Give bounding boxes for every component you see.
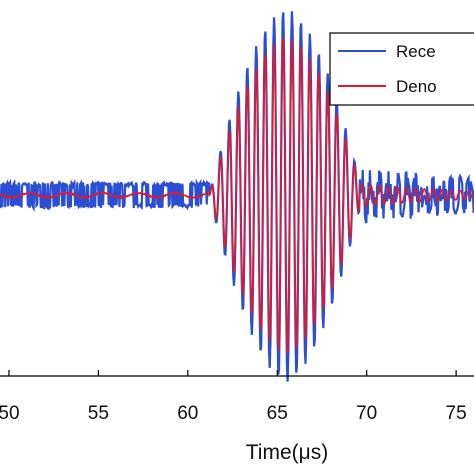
legend: Rece Deno: [329, 32, 474, 106]
x-axis-label: Time(μs): [246, 441, 328, 464]
x-tick-label: 60: [177, 403, 198, 424]
x-tick-label: 70: [356, 403, 377, 424]
x-tick-label: 50: [0, 403, 20, 424]
legend-box: [329, 32, 474, 106]
legend-label-deno: Deno: [396, 77, 437, 96]
legend-label-rece: Rece: [396, 42, 436, 61]
x-tick-label: 65: [267, 403, 288, 424]
x-tick-label: 55: [88, 403, 109, 424]
series-line-deno: [0, 37, 474, 354]
x-tick-group: 50 55 60 65 70 75: [0, 370, 467, 424]
x-tick-label: 75: [446, 403, 467, 424]
plot-area: [0, 11, 474, 382]
